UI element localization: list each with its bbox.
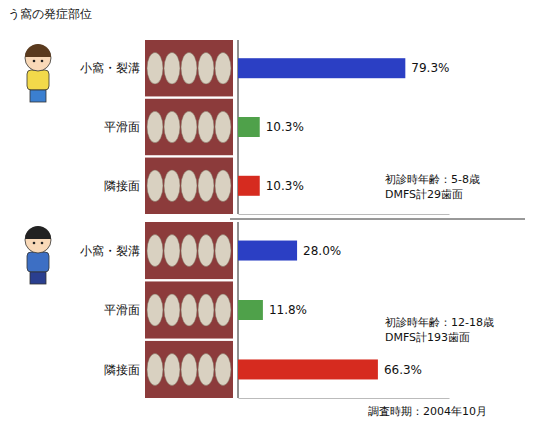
title: う窩の発症部位 (8, 7, 92, 21)
photo (145, 222, 233, 279)
icon-head (25, 227, 51, 253)
photo-tooth (198, 170, 214, 202)
photo (145, 99, 233, 155)
bar (238, 58, 405, 78)
photo-tooth (181, 294, 197, 326)
photo-tooth (198, 111, 214, 143)
photo (145, 40, 233, 96)
annotation: 初診時年齢：5-8歳 (385, 173, 480, 186)
photo-tooth (164, 111, 180, 143)
photo-tooth (147, 52, 163, 84)
icon-body (27, 252, 49, 272)
photo-tooth (181, 353, 197, 385)
photo-bg (145, 281, 233, 338)
icon-eye (33, 60, 36, 63)
photo-tooth (198, 235, 214, 267)
photo-tooth (215, 111, 231, 143)
icon-legs (30, 272, 46, 284)
photo-tooth (164, 170, 180, 202)
x-axis-line (239, 398, 450, 399)
bars (238, 58, 405, 196)
data-label: 11.8% (269, 303, 307, 317)
photo-tooth (164, 294, 180, 326)
category-label: 小窩・裂溝 (80, 61, 140, 75)
photo-tooth (181, 170, 197, 202)
photo-tooth (164, 52, 180, 84)
photo-tooth (215, 52, 231, 84)
data-label: 28.0% (303, 244, 341, 258)
person-icon (25, 44, 51, 102)
photo-tooth (198, 52, 214, 84)
photo-tooth (164, 235, 180, 267)
icon-eye (41, 242, 44, 245)
chart: う窩の発症部位小窩・裂溝平滑面隣接面79.3%10.3%10.3%初診時年齢：5… (0, 0, 544, 427)
panel: 小窩・裂溝平滑面隣接面 28.0% 11.8% 66.3% 初診時年齢：12-18歳 DM… (25, 222, 494, 418)
photo-tooth (147, 353, 163, 385)
photo-tooth (147, 111, 163, 143)
category-label: 小窩・裂溝 (80, 244, 140, 258)
photo (145, 281, 233, 338)
x-axis (239, 214, 450, 215)
bar (238, 117, 260, 137)
photo-bg (145, 158, 233, 214)
data-label: 10.3% (266, 120, 304, 134)
icon-legs (30, 90, 46, 102)
photo-tooth (198, 353, 214, 385)
photo-tooth (198, 294, 214, 326)
photo-bg (145, 40, 233, 96)
photo-tooth (181, 111, 197, 143)
separator (230, 219, 525, 220)
bar (238, 176, 260, 196)
photo-tooth (147, 235, 163, 267)
panel: 小窩・裂溝平滑面隣接面 79.3% 10.3% 10.3% 初診時年齢：5-8歳 DMFS… (25, 40, 480, 215)
photo-tooth (215, 353, 231, 385)
category-label: 平滑面 (104, 120, 140, 134)
category-label: 隣接面 (104, 179, 140, 193)
photo-tooth (147, 170, 163, 202)
icon-hair (25, 226, 51, 239)
annotation: 初診時年齢：12-18歳 (385, 316, 494, 329)
category-label: 隣接面 (104, 363, 140, 377)
photo-tooth (215, 235, 231, 267)
photo-tooth (164, 353, 180, 385)
photo-tooth (147, 294, 163, 326)
data-label: 10.3% (266, 179, 304, 193)
person-icon (25, 226, 51, 284)
photo-tooth (215, 294, 231, 326)
photo (145, 341, 233, 398)
bar (238, 241, 297, 261)
photo-bg (145, 99, 233, 155)
photo-bg (145, 222, 233, 279)
photo-tooth (181, 52, 197, 84)
photo-tooth (181, 235, 197, 267)
annotation: DMFS計29歯面 (385, 188, 463, 201)
photo-bg (145, 341, 233, 398)
data-label: 79.3% (411, 61, 449, 75)
x-axis (239, 398, 450, 399)
photo-tooth (215, 170, 231, 202)
data-label: 66.3% (384, 363, 422, 377)
photo (145, 158, 233, 214)
annotation: 調査時期：2004年10月 (368, 405, 487, 418)
bar (238, 300, 263, 320)
bars (238, 241, 378, 380)
annotation: DMFS計193歯面 (385, 331, 470, 344)
icon-eye (41, 60, 44, 63)
icon-head (25, 45, 51, 71)
icon-eye (33, 242, 36, 245)
icon-body (27, 70, 49, 90)
bar (238, 359, 378, 379)
category-label: 平滑面 (104, 303, 140, 317)
icon-hair (25, 44, 51, 57)
x-axis-line (239, 214, 450, 215)
